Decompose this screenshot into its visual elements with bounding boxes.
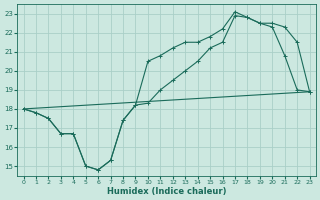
X-axis label: Humidex (Indice chaleur): Humidex (Indice chaleur): [107, 187, 226, 196]
